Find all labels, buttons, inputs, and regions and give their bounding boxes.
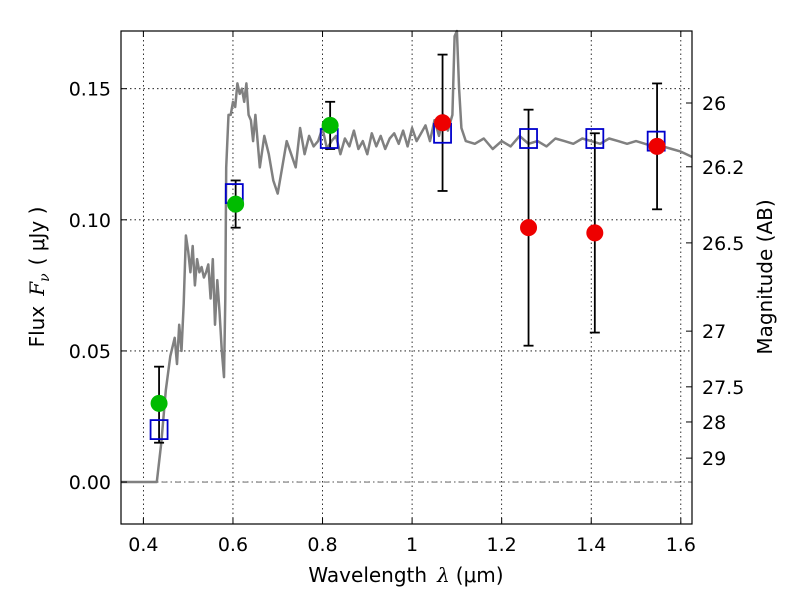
x-tick-label: 1.6: [666, 534, 696, 556]
magnitude-tick-label: 29: [702, 448, 726, 470]
sed-curve-group: [121, 29, 693, 484]
y-axis-title: Flux Fν ( μJy ): [25, 207, 53, 348]
sed-curve: [121, 29, 693, 484]
tick-labels: 0.4 0.6 0.8 1 1.2 1.4 1.6 0.00 0.05 0.10 0.15 26 26.…: [69, 79, 745, 556]
grid-lines: [121, 31, 692, 524]
red-data-point: [648, 137, 666, 155]
x-tick-label: 1: [406, 534, 418, 556]
y-axis-symbol: F: [25, 281, 49, 297]
green-data-point: [227, 195, 245, 213]
magnitude-tick-label: 26.5: [702, 233, 744, 255]
x-axis-unit: (μm): [456, 563, 504, 587]
red-data-point: [434, 114, 452, 132]
axis-ticks: [121, 31, 692, 524]
y-axis-unit: ( μJy ): [25, 207, 49, 266]
x-tick-label: 1.4: [576, 534, 606, 556]
y-tick-label: 0.15: [69, 79, 111, 101]
green-data-point: [150, 394, 168, 412]
y-tick-label: 0.10: [69, 210, 111, 232]
y-axis-label-text: Flux: [25, 306, 49, 348]
magnitude-tick-label: 26.2: [702, 157, 744, 179]
magnitude-tick-label: 28: [702, 412, 726, 434]
x-tick-label: 1.2: [487, 534, 517, 556]
magnitude-tick-label: 27: [702, 321, 726, 343]
model-square-point: [585, 128, 605, 149]
magnitude-tick-label: 27.5: [702, 377, 744, 399]
x-axis-symbol: λ: [436, 563, 450, 587]
y2-axis-title: Magnitude (AB): [753, 199, 777, 354]
x-axis-title: Wavelength λ (μm): [308, 563, 503, 587]
y-axis-subscript: ν: [37, 273, 53, 282]
red-data-point: [520, 219, 538, 237]
model-square-point: [149, 419, 169, 440]
red-data-point: [586, 224, 604, 242]
magnitude-tick-label: 26: [702, 93, 726, 115]
y-tick-label: 0.00: [69, 472, 111, 494]
x-tick-label: 0.6: [218, 534, 248, 556]
x-tick-label: 0.4: [128, 534, 158, 556]
x-axis-label-text: Wavelength: [308, 563, 427, 587]
x-tick-label: 0.8: [307, 534, 337, 556]
model-square-point: [519, 128, 538, 149]
plot-frame: [120, 30, 693, 525]
y-tick-label: 0.05: [69, 341, 111, 363]
data-markers: [149, 53, 666, 444]
green-data-point: [321, 116, 339, 134]
